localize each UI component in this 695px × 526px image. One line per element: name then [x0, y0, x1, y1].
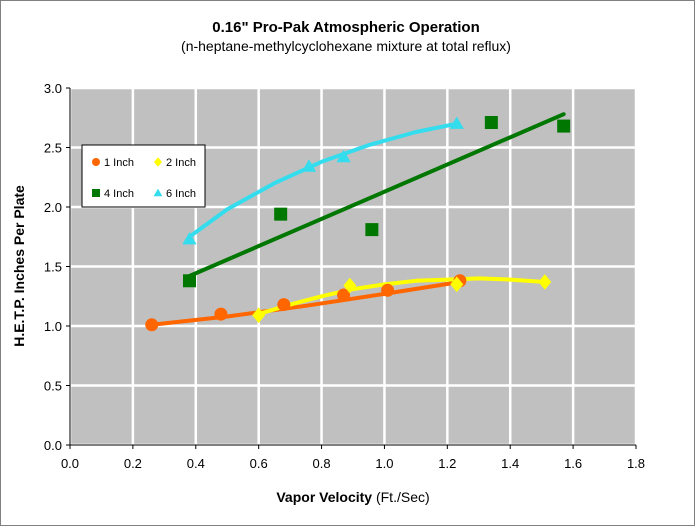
- legend-label-6-inch: 6 Inch: [166, 188, 196, 200]
- data-point-4-inch: [182, 274, 196, 288]
- legend-marker-6-inch: [153, 188, 163, 197]
- y-tick-label: 3.0: [44, 81, 62, 96]
- x-tick-label: 0.4: [187, 456, 205, 471]
- data-point-4-inch: [557, 119, 571, 133]
- data-point-1-inch: [214, 307, 228, 321]
- x-tick-label: 1.6: [564, 456, 582, 471]
- chart-subtitle: (n-heptane-methylcyclohexane mixture at …: [181, 38, 511, 54]
- data-point-6-inch: [449, 116, 464, 129]
- trendline-2-inch: [256, 276, 547, 317]
- y-tick-label: 1.5: [44, 260, 62, 275]
- legend-label-1-inch: 1 Inch: [104, 157, 134, 169]
- x-tick-label: 0.0: [61, 456, 79, 471]
- x-tick-label: 1.4: [501, 456, 519, 471]
- x-tick-label: 1.0: [375, 456, 393, 471]
- trendline-4-inch: [187, 112, 566, 278]
- trendline-1-inch: [149, 280, 462, 327]
- legend-label-4-inch: 4 Inch: [104, 188, 134, 200]
- x-axis-label-name: Vapor Velocity: [276, 489, 376, 505]
- x-tick-label: 1.8: [627, 456, 645, 471]
- trendline-6-inch: [187, 121, 459, 239]
- data-point-2-inch: [343, 277, 357, 294]
- y-tick-label: 0.5: [44, 379, 62, 394]
- data-point-1-inch: [277, 298, 291, 312]
- legend: [81, 144, 206, 208]
- data-point-1-inch: [145, 318, 159, 332]
- x-axis-label: Vapor Velocity (Ft./Sec): [276, 489, 429, 505]
- data-point-2-inch: [252, 307, 266, 324]
- data-point-6-inch: [301, 159, 317, 172]
- y-tick-label: 2.5: [44, 141, 62, 156]
- data-point-1-inch: [381, 283, 395, 297]
- legend-marker-1-inch: [92, 158, 100, 166]
- data-point-2-inch: [450, 276, 464, 293]
- legend-marker-4-inch: [92, 189, 100, 197]
- x-tick-label: 0.2: [124, 456, 142, 471]
- data-point-4-inch: [365, 223, 379, 237]
- y-tick-label: 2.0: [44, 200, 62, 215]
- x-tick-label: 1.2: [438, 456, 456, 471]
- x-tick-label: 0.8: [313, 456, 331, 471]
- y-tick-label: 0.0: [44, 438, 62, 453]
- chart-title: 0.16" Pro-Pak Atmospheric Operation: [212, 19, 479, 36]
- x-tick-label: 0.6: [250, 456, 268, 471]
- data-point-2-inch: [538, 274, 552, 290]
- y-axis-label: H.E.T.P. Inches Per Plate: [11, 185, 27, 347]
- data-point-4-inch: [274, 207, 288, 221]
- y-tick-label: 1.0: [44, 319, 62, 334]
- legend-label-2-inch: 2 Inch: [166, 157, 196, 169]
- legend-marker-2-inch: [154, 157, 162, 167]
- data-point-6-inch: [336, 149, 351, 163]
- data-point-1-inch: [337, 288, 351, 302]
- x-axis-label-unit: (Ft./Sec): [376, 489, 430, 505]
- data-point-6-inch: [182, 231, 197, 245]
- data-point-4-inch: [484, 116, 498, 130]
